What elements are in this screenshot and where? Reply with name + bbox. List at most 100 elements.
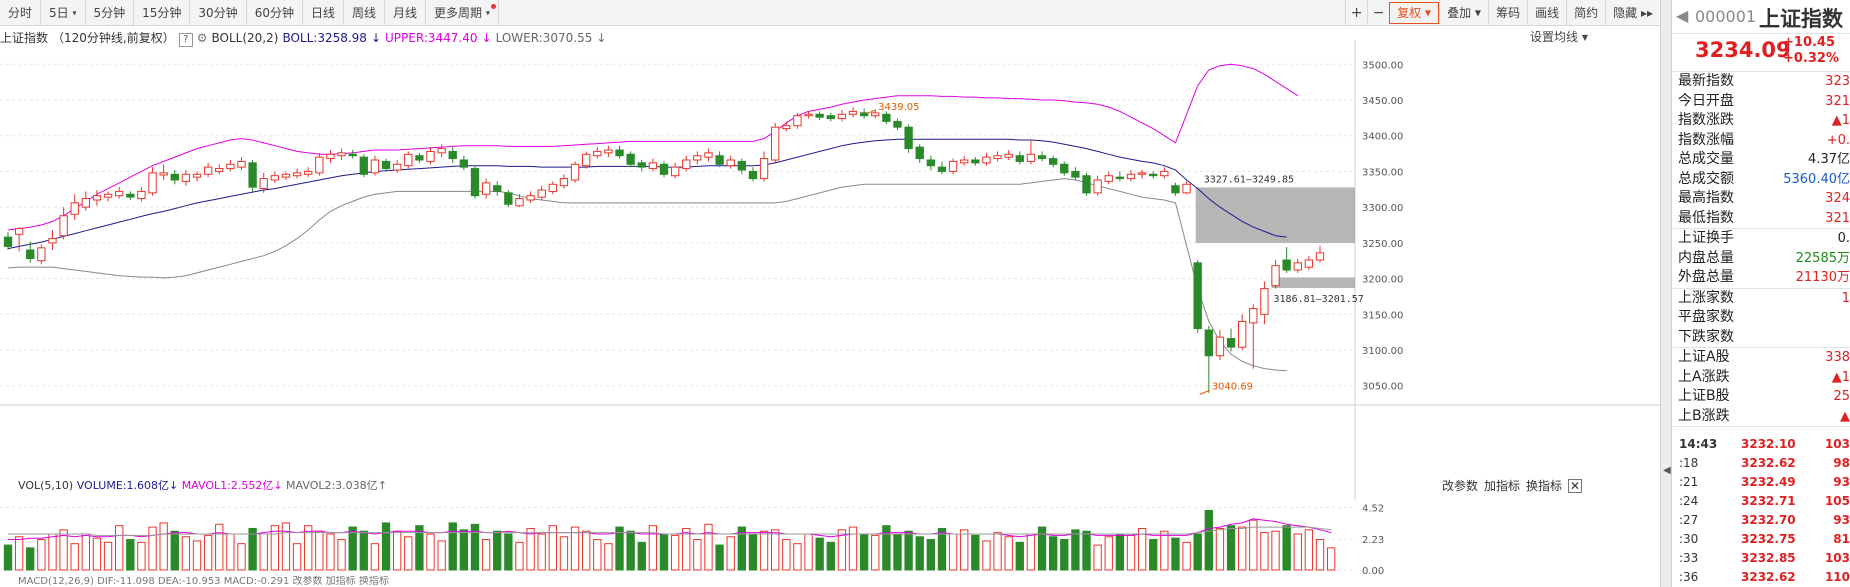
period-tab-3[interactable]: 15分钟 [134, 0, 191, 26]
candle-body [515, 198, 524, 207]
candle-body [1026, 153, 1036, 162]
candle-body [626, 153, 635, 165]
quote-row: 指数涨幅 +0. [1673, 131, 1850, 151]
candle-body [459, 159, 469, 168]
indicator-name[interactable]: BOLL(20,2) [211, 31, 279, 45]
adjust-fuquan-dropdown[interactable]: 复权 ▼ [1389, 2, 1440, 24]
candle-body [1149, 173, 1158, 177]
arrow-down-icon: ↓ [370, 31, 382, 45]
back-arrow-icon[interactable]: ◀ [1676, 6, 1689, 25]
help-icon[interactable]: ? [178, 33, 193, 47]
volume-bar [515, 541, 524, 571]
volume-bar [103, 541, 113, 571]
period-description: （120分钟线,前复权） [52, 31, 175, 45]
period-tab-9[interactable]: 更多周期 ▾ [426, 0, 499, 26]
candle-body [670, 166, 680, 177]
candle-body [381, 160, 391, 170]
chips-button[interactable]: 筹码 [1488, 0, 1527, 26]
mavol2-value: MAVOL2:3.038亿 [286, 479, 378, 492]
collapse-left-icon[interactable]: ◀ [1663, 465, 1671, 476]
quote-row: 最新指数 323 [1673, 72, 1850, 92]
candle-body [882, 113, 891, 122]
simple-mode-button[interactable]: 简约 [1566, 0, 1605, 26]
volume-bar [526, 527, 535, 571]
boll-value: BOLL:3258.98 [282, 31, 367, 45]
y-tick-label: 3500.00 [1362, 60, 1403, 71]
boll-mid-line [7, 138, 1287, 250]
quote-row: 上涨家数 1 [1673, 289, 1850, 309]
candle-body [470, 168, 480, 197]
quote-label: 最新指数 [1678, 73, 1734, 89]
candle-body [1115, 176, 1125, 180]
quote-value: 4.37亿 [1808, 152, 1850, 167]
candle-body [259, 178, 268, 190]
volume-bar [748, 533, 758, 571]
candle-body [3, 236, 13, 247]
period-tab-1[interactable]: 5日 ▾ [41, 0, 86, 26]
zoom-in-button[interactable]: + [1345, 0, 1367, 26]
candle-body [815, 113, 824, 118]
edit-params-button[interactable]: 改参数 [1441, 479, 1478, 493]
y-tick-label: 3100.00 [1362, 346, 1403, 357]
draw-line-button[interactable]: 画线 [1527, 0, 1566, 26]
quote-label: 今日开盘 [1678, 92, 1734, 109]
candle-body [893, 120, 902, 128]
gear-icon[interactable]: ⚙ [196, 31, 208, 45]
period-tab-7[interactable]: 周线 [344, 0, 386, 26]
mavol1-value: MAVOL1:2.552亿 [181, 479, 274, 492]
candle-body [615, 149, 624, 157]
volume-bar [381, 522, 391, 571]
period-tab-4[interactable]: 30分钟 [190, 0, 247, 26]
quote-row: 最高指数 324 [1673, 189, 1850, 209]
volume-bar [1037, 526, 1047, 571]
overlay-dropdown[interactable]: 叠加 ▼ [1439, 0, 1488, 26]
volume-bar [404, 536, 413, 571]
period-tab-6[interactable]: 日线 [303, 0, 344, 26]
close-icon[interactable]: ✕ [1568, 479, 1582, 493]
volume-bar [648, 525, 658, 571]
tick-time: 14:43 [1679, 437, 1718, 451]
quote-header: ◀ 000001 上证指数 [1673, 0, 1850, 34]
zoom-out-button[interactable]: − [1367, 0, 1389, 26]
volume-bar [693, 539, 702, 571]
candle-body [1238, 320, 1247, 348]
switch-indicator-button[interactable]: 换指标 [1525, 479, 1562, 493]
volume-bar [904, 530, 913, 571]
quote-value: ▲1 [1831, 113, 1850, 128]
lower-value: LOWER:3070.55 [495, 31, 593, 45]
volume-bar [1182, 541, 1191, 571]
candle-body [426, 150, 435, 162]
period-tab-0[interactable]: 分时 [0, 0, 42, 26]
period-tab-2[interactable]: 5分钟 [86, 0, 135, 26]
volume-bar [837, 529, 847, 571]
kline-chart[interactable]: 3500.00 3450.00 3400.00 3350.00 3300.00 3250.… [0, 0, 1660, 587]
candle-body [1048, 158, 1058, 165]
macd-text: MACD(12,26,9) DIF:-11.098 DEA:-10.953 MA… [18, 576, 389, 587]
candle-body [504, 192, 513, 205]
volume-bar [1326, 547, 1336, 571]
add-indicator-button[interactable]: 加指标 [1483, 479, 1520, 493]
candle-body [1315, 252, 1325, 261]
quote-row: 今日开盘 321 [1673, 92, 1850, 112]
volume-indicator-name[interactable]: VOL(5,10) [18, 479, 74, 492]
volume-bar [715, 544, 724, 571]
set-ma-button[interactable]: 设置均线 ▼ [1530, 28, 1588, 45]
candle-body [1271, 265, 1280, 287]
hide-label: 隐藏 [1613, 6, 1638, 20]
period-tab-8[interactable]: 月线 [385, 0, 427, 26]
price-zone-box [1271, 277, 1355, 288]
volume-bar [659, 533, 669, 571]
annotation-arrow [865, 109, 877, 115]
y-tick-label: 3450.00 [1362, 96, 1403, 107]
period-tab-5[interactable]: 60分钟 [247, 0, 303, 26]
candle-body [137, 190, 146, 200]
tick-price: 3232.75 [1741, 532, 1796, 546]
quote-label: 总成交量 [1678, 151, 1734, 167]
candle-body [1215, 336, 1225, 357]
tick-row: 14:43 3232.10 103 [1673, 435, 1850, 454]
tick-row: :24 3232.71 105 [1673, 492, 1850, 511]
panel-splitter[interactable]: ◀ [1660, 0, 1672, 587]
candle-body [1182, 183, 1191, 194]
candle-body [1015, 155, 1024, 162]
hide-panel-button[interactable]: 隐藏 ▸▸ [1605, 0, 1660, 26]
